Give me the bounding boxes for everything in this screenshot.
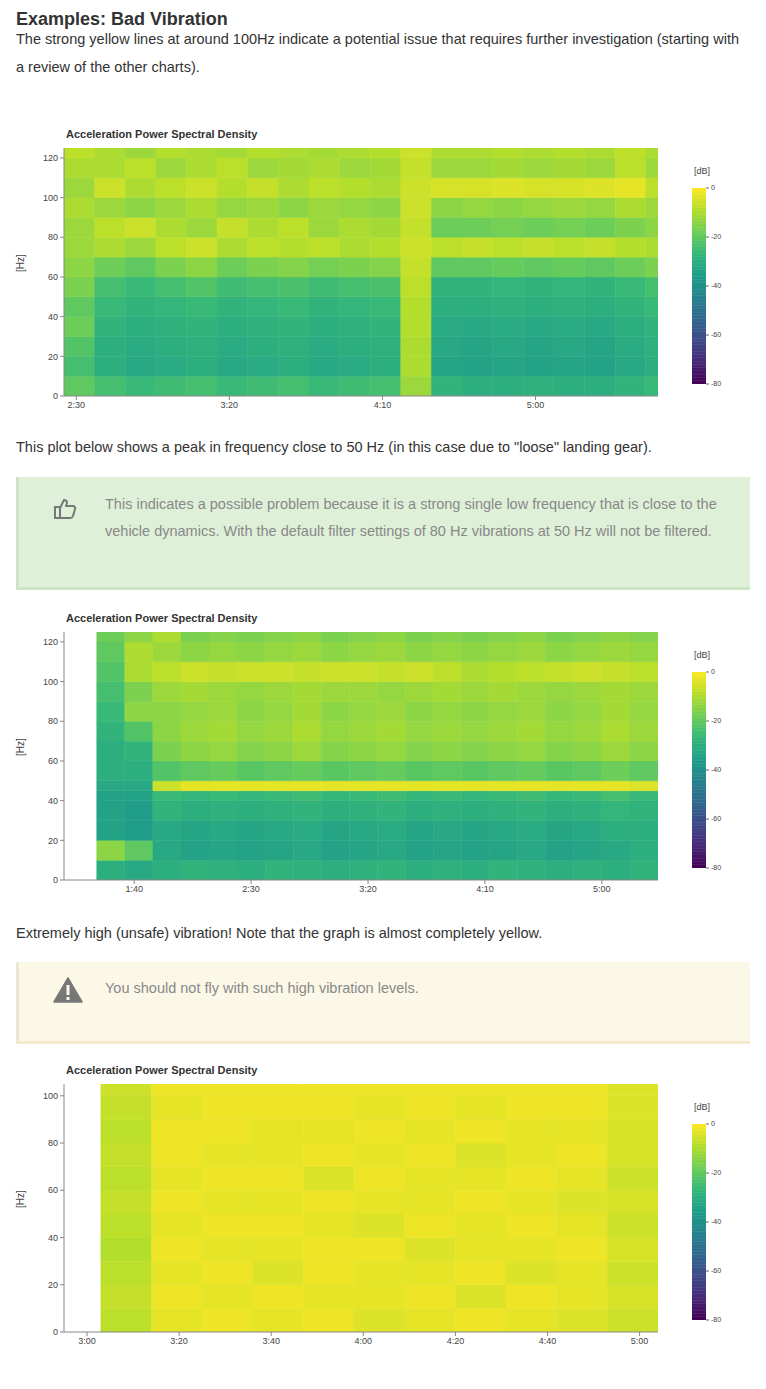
html-text:Extremely high (unsafe) vibrat: Extremely high (unsafe) vibration! Note … <box>16 925 543 941</box>
html-text:The strong yellow lines at aro: The strong yellow lines at around 100Hz … <box>16 31 739 75</box>
svg-text:4:00: 4:00 <box>355 1336 373 1346</box>
svg-text:-40: -40 <box>711 1218 721 1225</box>
html-text:[dB]: [dB] <box>694 650 710 660</box>
svg-text:5:00: 5:00 <box>527 400 545 410</box>
svg-text:3:20: 3:20 <box>359 884 377 894</box>
svg-text:0: 0 <box>711 668 715 675</box>
svg-text:5:00: 5:00 <box>631 1336 649 1346</box>
svg-text:0: 0 <box>53 1327 58 1337</box>
svg-text:-20: -20 <box>711 233 721 240</box>
svg-text:80: 80 <box>48 1138 58 1148</box>
svg-text:100: 100 <box>43 1091 58 1101</box>
html-text:Examples: Bad Vibration: Examples: Bad Vibration <box>16 9 228 29</box>
svg-text:4:40: 4:40 <box>539 1336 557 1346</box>
svg-text:4:20: 4:20 <box>447 1336 465 1346</box>
html-text:Acceleration Power Spectral De: Acceleration Power Spectral Density <box>66 128 258 140</box>
svg-text:100: 100 <box>43 193 58 203</box>
svg-text:2:30: 2:30 <box>67 400 85 410</box>
svg-text:-60: -60 <box>711 1267 721 1274</box>
html-text:This plot below shows a peak i: This plot below shows a peak in frequenc… <box>16 439 652 455</box>
svg-text:5:00: 5:00 <box>593 884 611 894</box>
svg-text:0: 0 <box>53 875 58 885</box>
svg-text:20: 20 <box>48 352 58 362</box>
svg-text:80: 80 <box>48 232 58 242</box>
svg-text:120: 120 <box>43 153 58 163</box>
svg-text:80: 80 <box>48 716 58 726</box>
svg-text:4:10: 4:10 <box>476 884 494 894</box>
svg-text:0: 0 <box>53 391 58 401</box>
svg-text:60: 60 <box>48 756 58 766</box>
svg-text:20: 20 <box>48 1280 58 1290</box>
html-text:[dB]: [dB] <box>694 1102 710 1112</box>
svg-text:-40: -40 <box>711 766 721 773</box>
svg-text:-20: -20 <box>711 1169 721 1176</box>
svg-text:3:20: 3:20 <box>221 400 239 410</box>
svg-text:100: 100 <box>43 677 58 687</box>
svg-text:[Hz]: [Hz] <box>15 738 26 756</box>
svg-text:1:40: 1:40 <box>125 884 143 894</box>
svg-text:-80: -80 <box>711 864 721 871</box>
svg-text:-80: -80 <box>711 380 721 387</box>
svg-text:[Hz]: [Hz] <box>15 1190 26 1208</box>
svg-text:-20: -20 <box>711 717 721 724</box>
svg-text:120: 120 <box>43 637 58 647</box>
svg-text:60: 60 <box>48 272 58 282</box>
svg-text:2:30: 2:30 <box>242 884 260 894</box>
svg-text:60: 60 <box>48 1185 58 1195</box>
svg-text:40: 40 <box>48 1233 58 1243</box>
svg-text:0: 0 <box>711 184 715 191</box>
svg-text:40: 40 <box>48 796 58 806</box>
html-text:Acceleration Power Spectral De: Acceleration Power Spectral Density <box>66 612 258 624</box>
html-text:Acceleration Power Spectral De: Acceleration Power Spectral Density <box>66 1064 258 1076</box>
svg-text:-80: -80 <box>711 1316 721 1323</box>
html-text:You should not fly with such h: You should not fly with such high vibrat… <box>105 980 419 996</box>
svg-text:4:10: 4:10 <box>374 400 392 410</box>
svg-text:0: 0 <box>711 1120 715 1127</box>
html-text:[dB]: [dB] <box>694 166 710 176</box>
html-text:This indicates a possible prob: This indicates a possible problem becaus… <box>105 496 717 539</box>
svg-text:40: 40 <box>48 312 58 322</box>
svg-text:3:00: 3:00 <box>78 1336 96 1346</box>
svg-text:-60: -60 <box>711 815 721 822</box>
svg-text:20: 20 <box>48 836 58 846</box>
svg-text:[Hz]: [Hz] <box>15 254 26 272</box>
svg-text:3:40: 3:40 <box>262 1336 280 1346</box>
svg-text:-40: -40 <box>711 282 721 289</box>
svg-text:-60: -60 <box>711 331 721 338</box>
svg-text:3:20: 3:20 <box>170 1336 188 1346</box>
